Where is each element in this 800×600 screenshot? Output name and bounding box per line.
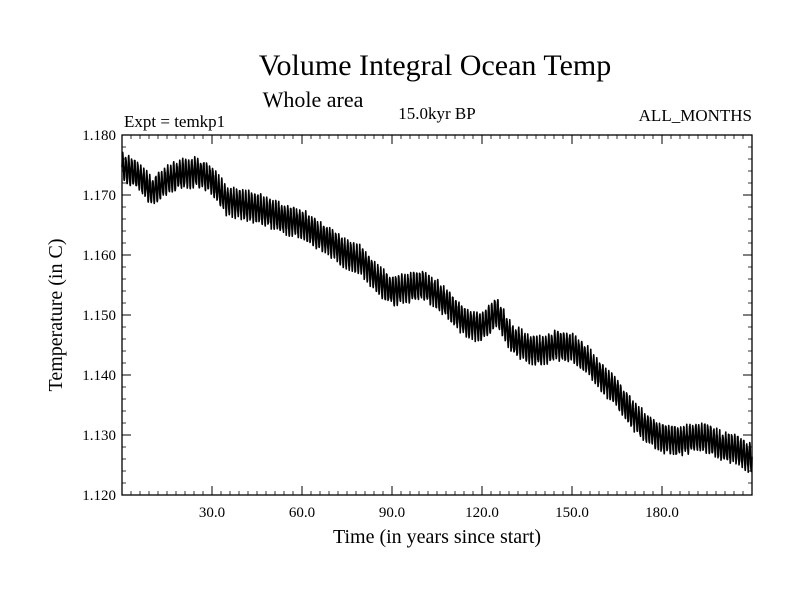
plot-area: [121, 151, 753, 473]
axis-ticks: 30.0 60.0 90.0 120.0 150.0 180.0 1.120 1.130 1.1…: [82, 128, 752, 521]
experiment-label: Expt = temkp1: [124, 112, 225, 131]
y-tick-label: 1.150: [82, 308, 116, 324]
y-tick-label: 1.180: [82, 128, 116, 144]
x-tick-label: 60.0: [289, 505, 315, 521]
y-tick-label: 1.170: [82, 188, 116, 204]
series-line: [121, 151, 753, 473]
y-tick-label: 1.140: [82, 368, 116, 384]
period-label: 15.0kyr BP: [398, 104, 475, 123]
x-tick-label: 150.0: [555, 505, 589, 521]
x-tick-label: 30.0: [199, 505, 225, 521]
y-tick-label: 1.120: [82, 488, 116, 504]
plot-frame: [121, 134, 753, 496]
y-axis-label: Temperature (in C): [45, 239, 67, 392]
y-tick-label: 1.160: [82, 248, 116, 264]
x-tick-label: 120.0: [465, 505, 499, 521]
x-tick-label: 90.0: [379, 505, 405, 521]
x-tick-label: 180.0: [645, 505, 679, 521]
y-tick-label: 1.130: [82, 428, 116, 444]
months-label: ALL_MONTHS: [639, 106, 752, 125]
x-axis-label: Time (in years since start): [333, 526, 541, 548]
chart-title: Volume Integral Ocean Temp: [259, 49, 612, 82]
chart-subtitle: Whole area: [263, 87, 364, 112]
